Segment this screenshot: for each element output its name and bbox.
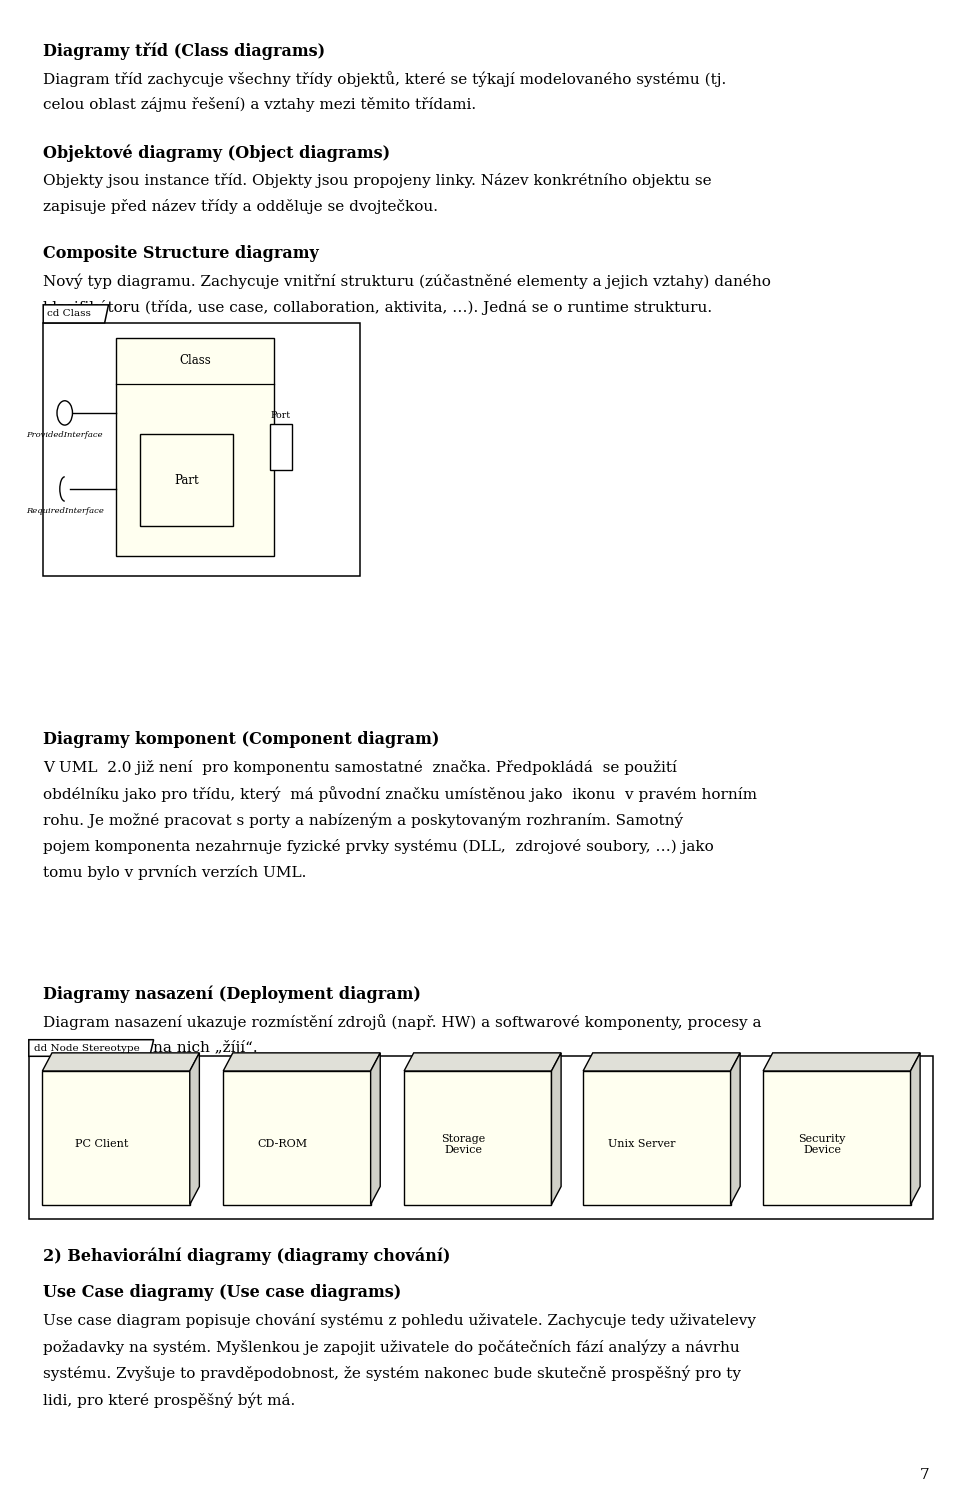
Text: pojem komponenta nezahrnuje fyzické prvky systému (DLL,  zdrojové soubory, …) ja: pojem komponenta nezahrnuje fyzické prvk… xyxy=(43,839,714,854)
Text: Port: Port xyxy=(271,410,291,420)
Text: ProvidedInterface: ProvidedInterface xyxy=(27,432,103,439)
Text: PC Client: PC Client xyxy=(75,1139,128,1150)
Text: Diagramy komponent (Component diagram): Diagramy komponent (Component diagram) xyxy=(43,732,440,748)
Text: 2) Behaviorální diagramy (diagramy chování): 2) Behaviorální diagramy (diagramy chová… xyxy=(43,1248,450,1266)
Text: celou oblast zájmu řešení) a vztahy mezi těmito třídami.: celou oblast zájmu řešení) a vztahy mezi… xyxy=(43,97,476,112)
Text: Objektové diagramy (Object diagrams): Objektové diagramy (Object diagrams) xyxy=(43,145,391,161)
Text: systému. Zvyšuje to pravděpodobnost, že systém nakonec bude skutečně prospěšný p: systému. Zvyšuje to pravděpodobnost, že … xyxy=(43,1366,741,1381)
Polygon shape xyxy=(190,1053,200,1204)
Text: Diagramy nasazení (Deployment diagram): Diagramy nasazení (Deployment diagram) xyxy=(43,985,421,1003)
Bar xyxy=(42,1071,190,1204)
Text: tomu bylo v prvních verzích UML.: tomu bylo v prvních verzích UML. xyxy=(43,866,306,880)
Polygon shape xyxy=(371,1053,380,1204)
Text: objekty, které na nich „žíjí“.: objekty, které na nich „žíjí“. xyxy=(43,1041,258,1055)
Bar xyxy=(29,1056,933,1219)
Bar xyxy=(404,1071,551,1204)
Polygon shape xyxy=(29,1040,154,1056)
Text: Class: Class xyxy=(180,355,211,368)
Bar xyxy=(140,435,233,525)
Text: Diagram nasazení ukazuje rozmístění zdrojů (např. HW) a softwarové komponenty, p: Diagram nasazení ukazuje rozmístění zdro… xyxy=(43,1014,761,1031)
Text: Nový typ diagramu. Zachycuje vnitřní strukturu (zúčastněné elementy a jejich vzt: Nový typ diagramu. Zachycuje vnitřní str… xyxy=(43,273,771,290)
Text: zapisuje před název třídy a odděluje se dvojtečkou.: zapisuje před název třídy a odděluje se … xyxy=(43,199,438,214)
Polygon shape xyxy=(763,1053,920,1071)
Text: Security
Device: Security Device xyxy=(799,1133,846,1156)
Text: 7: 7 xyxy=(920,1468,929,1482)
Bar xyxy=(763,1071,910,1204)
Bar xyxy=(270,424,292,469)
Bar xyxy=(116,338,275,557)
Text: Diagram tříd zachycuje všechny třídy objektů, které se týkají modelovaného systé: Diagram tříd zachycuje všechny třídy obj… xyxy=(43,71,727,88)
Polygon shape xyxy=(404,1053,561,1071)
Text: CD-ROM: CD-ROM xyxy=(257,1139,307,1150)
Polygon shape xyxy=(224,1053,380,1071)
Text: klasifikátoru (třída, use case, collaboration, aktivita, …). Jedná se o runtime : klasifikátoru (třída, use case, collabor… xyxy=(43,300,712,315)
Text: lidi, pro které prospěšný být má.: lidi, pro které prospěšný být má. xyxy=(43,1391,296,1408)
Text: Objekty jsou instance tříd. Objekty jsou propojeny linky. Název konkrétního obje: Objekty jsou instance tříd. Objekty jsou… xyxy=(43,174,711,187)
Polygon shape xyxy=(910,1053,920,1204)
Polygon shape xyxy=(551,1053,561,1204)
Bar xyxy=(43,323,360,576)
Bar xyxy=(583,1071,731,1204)
Text: dd Node Stereotype: dd Node Stereotype xyxy=(34,1044,139,1052)
Text: rohu. Je možné pracovat s porty a nabízeným a poskytovaným rozhraním. Samotný: rohu. Je možné pracovat s porty a nabíze… xyxy=(43,812,684,828)
Text: Unix Server: Unix Server xyxy=(609,1139,676,1150)
Text: obdélníku jako pro třídu, který  má původní značku umístěnou jako  ikonu  v prav: obdélníku jako pro třídu, který má původ… xyxy=(43,786,757,803)
Text: Composite Structure diagramy: Composite Structure diagramy xyxy=(43,244,319,263)
Polygon shape xyxy=(42,1053,200,1071)
Polygon shape xyxy=(731,1053,740,1204)
Text: požadavky na systém. Myšlenkou je zapojit uživatele do počátečních fází analýzy : požadavky na systém. Myšlenkou je zapoji… xyxy=(43,1340,740,1355)
Text: RequiredInterface: RequiredInterface xyxy=(26,507,104,515)
Text: Diagramy tříd (Class diagrams): Diagramy tříd (Class diagrams) xyxy=(43,42,325,60)
Polygon shape xyxy=(583,1053,740,1071)
Bar xyxy=(224,1071,371,1204)
Circle shape xyxy=(57,401,73,426)
Text: Use Case diagramy (Use case diagrams): Use Case diagramy (Use case diagrams) xyxy=(43,1284,401,1301)
Polygon shape xyxy=(43,305,108,323)
Text: cd Class: cd Class xyxy=(47,309,91,318)
Text: V UML  2.0 již není  pro komponentu samostatné  značka. Předpokládá  se použití: V UML 2.0 již není pro komponentu samost… xyxy=(43,761,677,774)
Text: Use case diagram popisuje chování systému z pohledu uživatele. Zachycuje tedy už: Use case diagram popisuje chování systém… xyxy=(43,1313,756,1328)
Text: Storage
Device: Storage Device xyxy=(441,1133,485,1156)
Text: Part: Part xyxy=(174,474,199,486)
